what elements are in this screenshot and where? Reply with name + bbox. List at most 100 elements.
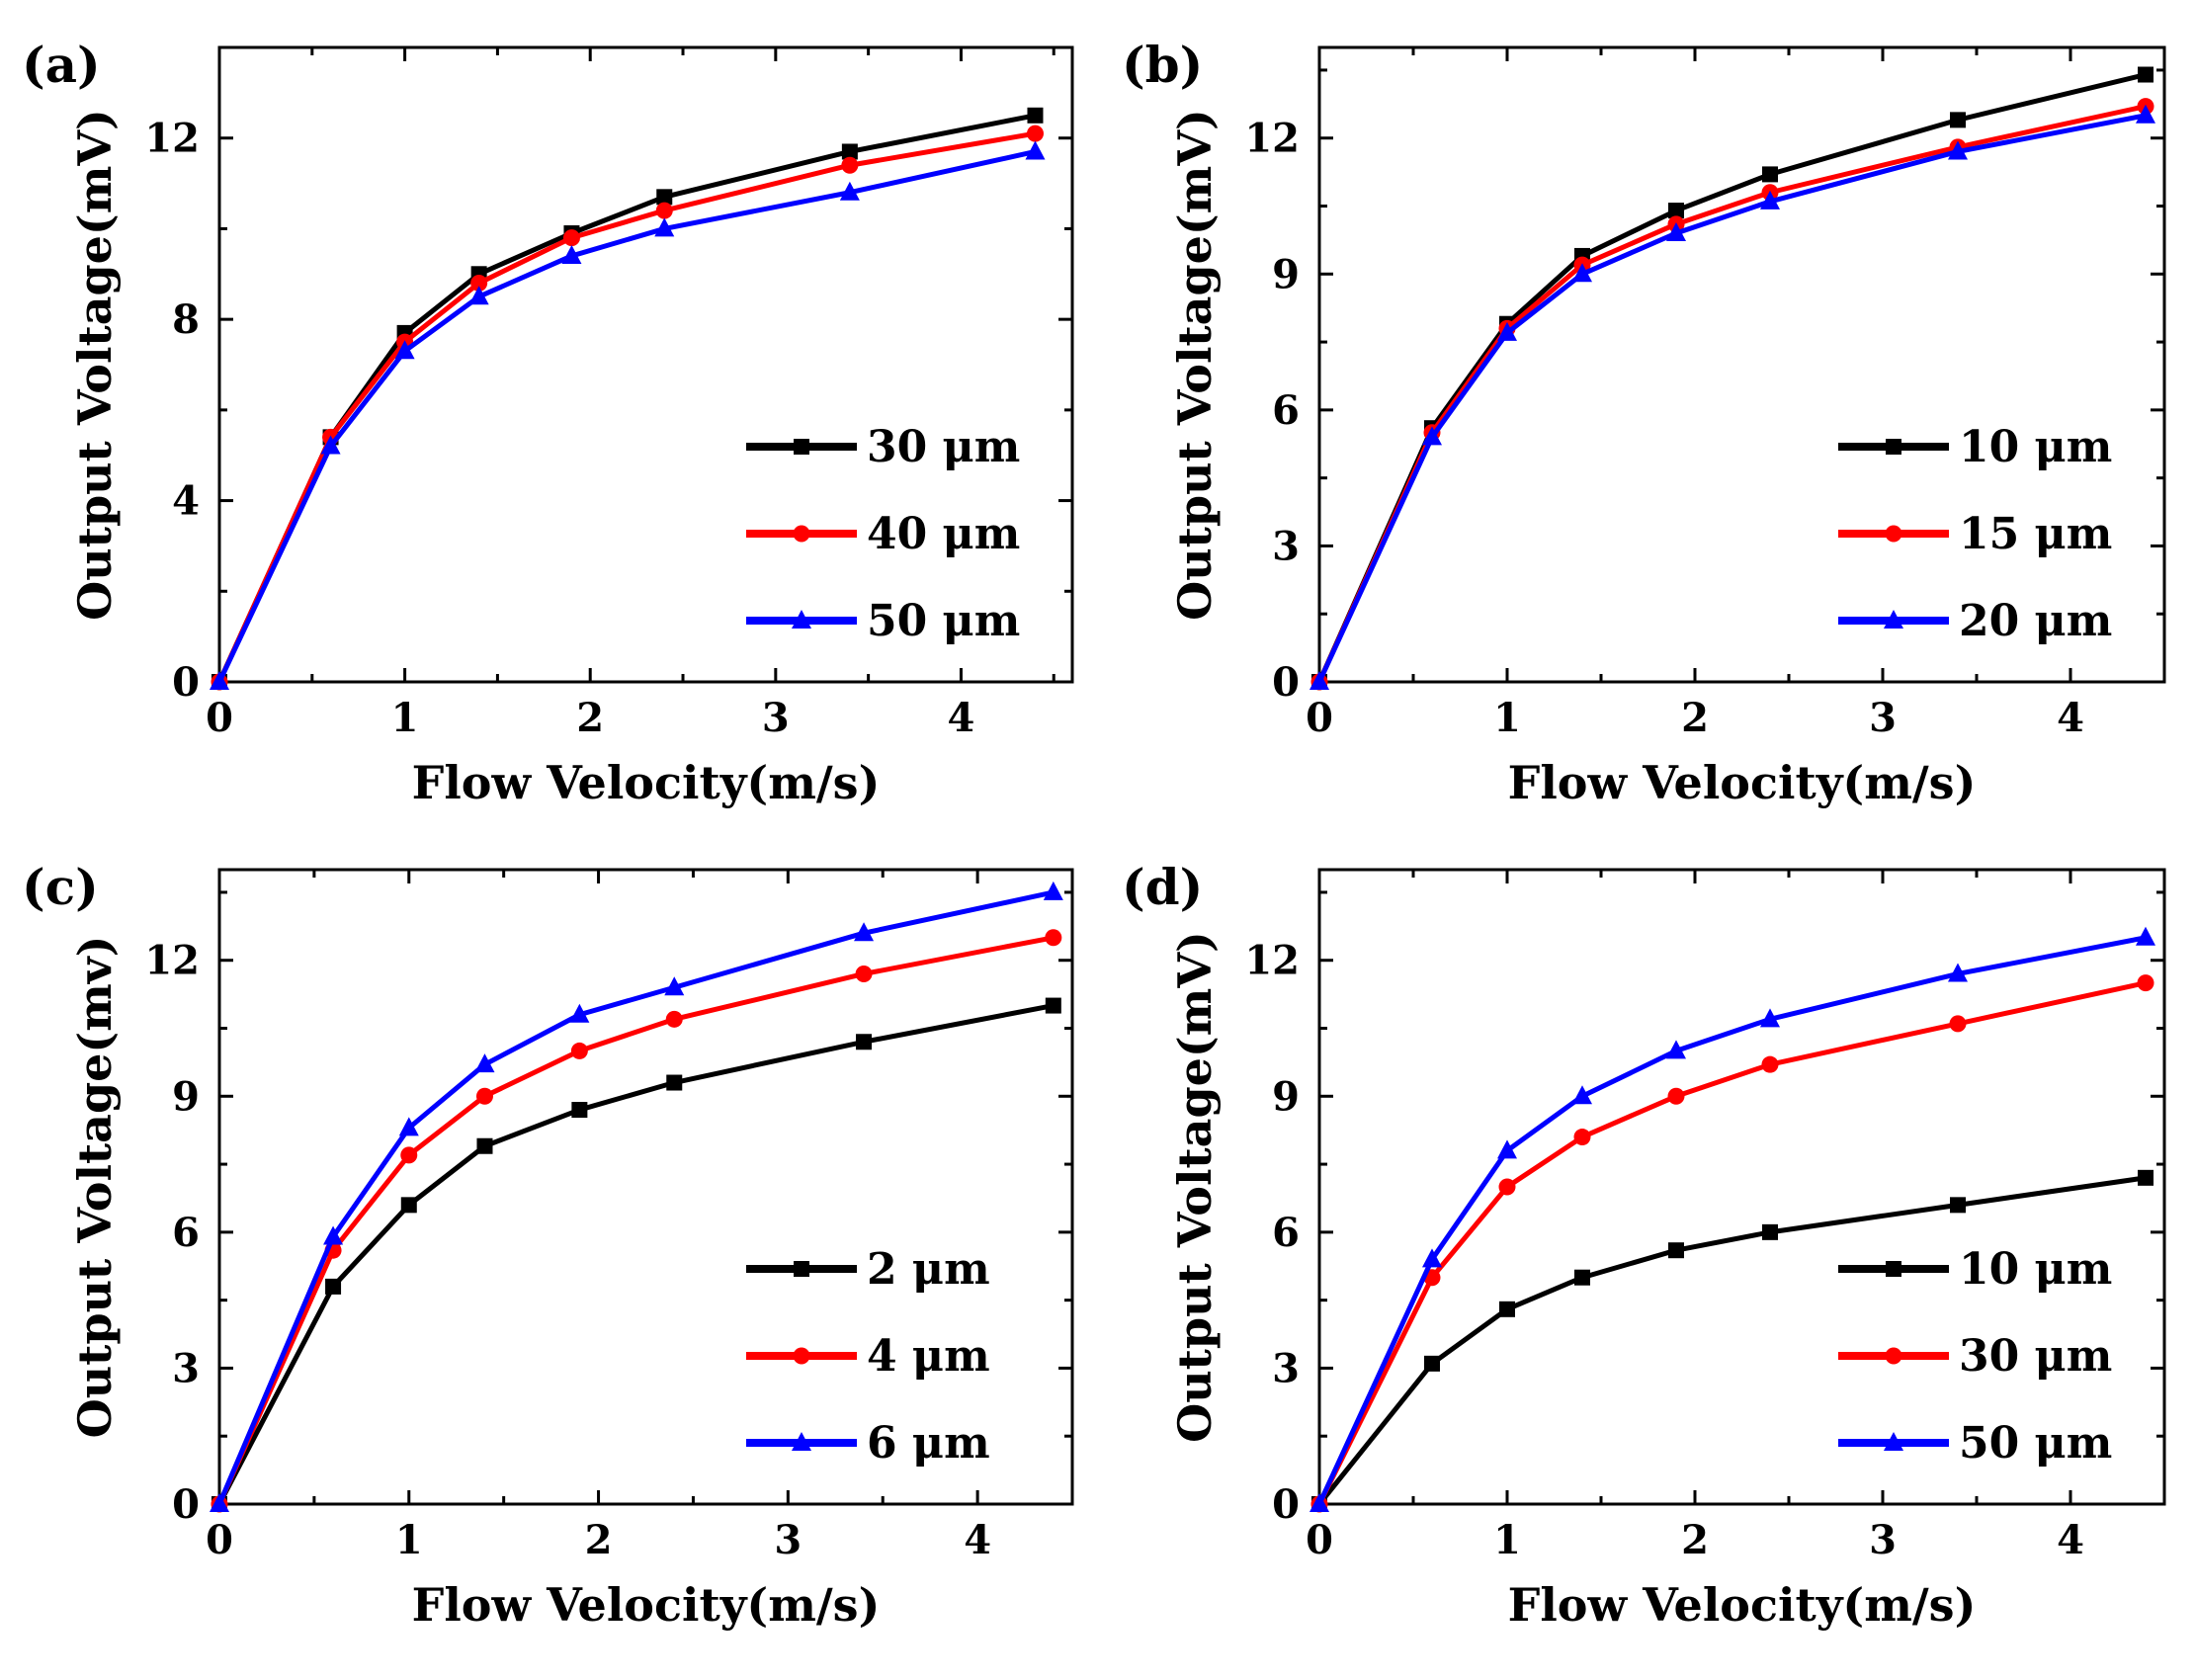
legend-marker [793, 525, 810, 543]
legend-label: 6 μm [867, 1418, 990, 1469]
x-axis-title: Flow Velocity(m/s) [1508, 1578, 1977, 1632]
data-point [1422, 1248, 1442, 1268]
x-axis-title: Flow Velocity(m/s) [1508, 756, 1977, 809]
data-point [1424, 1355, 1440, 1372]
data-point [856, 1034, 873, 1050]
data-point [2136, 926, 2155, 946]
legend-label: 2 μm [867, 1244, 990, 1295]
legend-marker [1884, 1432, 1903, 1451]
data-point [1422, 426, 1442, 446]
legend-label: 50 μm [867, 596, 1020, 646]
y-axis-title: Output Voltage(mV) [1168, 931, 1222, 1443]
legend-label: 4 μm [867, 1331, 990, 1382]
data-point [1045, 929, 1062, 947]
series-3 [1309, 926, 2155, 1512]
y-tick-label: 9 [172, 1073, 200, 1120]
series-line [1316, 72, 2147, 684]
legend-marker [1884, 610, 1903, 629]
data-point [1668, 203, 1684, 219]
x-tick-label: 3 [1869, 1517, 1897, 1563]
legend-label: 30 μm [867, 422, 1020, 472]
series-line [1316, 935, 2147, 1506]
data-point [323, 1225, 344, 1245]
data-point [1043, 881, 1063, 900]
y-tick-label: 3 [172, 1345, 200, 1391]
x-tick-label: 3 [774, 1517, 802, 1563]
y-tick-label: 4 [172, 478, 200, 525]
data-point [665, 1010, 683, 1028]
data-point [1950, 1197, 1966, 1214]
x-tick-label: 4 [948, 695, 975, 741]
data-point [398, 1117, 419, 1136]
y-tick-label: 12 [144, 116, 200, 162]
data-point [1668, 1242, 1684, 1259]
legend-marker [792, 1432, 811, 1451]
legend-marker [792, 610, 811, 629]
panel-label: (d) [1122, 858, 1203, 916]
data-point [1572, 263, 1592, 283]
y-tick-label: 9 [1272, 1073, 1300, 1120]
series-line [216, 889, 1055, 1505]
y-tick-label: 6 [172, 1210, 200, 1256]
x-tick-label: 1 [391, 695, 419, 741]
data-point [1950, 112, 1966, 128]
legend-marker [794, 439, 809, 455]
y-tick-label: 6 [1272, 1210, 1300, 1256]
data-point [1572, 1085, 1592, 1105]
data-point [1761, 1055, 1779, 1073]
legend-marker [1885, 525, 1902, 543]
data-point [1026, 125, 1044, 142]
y-tick-label: 0 [1272, 659, 1300, 706]
x-tick-label: 0 [206, 1517, 233, 1563]
series-line [1316, 980, 2147, 1506]
y-tick-label: 0 [172, 659, 200, 706]
data-point [841, 156, 859, 174]
legend: 10 μm 30 μm 50 μm [1838, 1244, 2112, 1469]
series-line [216, 1003, 1055, 1506]
data-point [400, 1146, 418, 1164]
data-point [1497, 1139, 1517, 1159]
data-point [1666, 1040, 1686, 1059]
series-line [216, 149, 1037, 684]
y-axis-title: Output Voltage(mV) [1168, 109, 1222, 621]
legend-label: 20 μm [1959, 596, 2112, 646]
y-tick-label: 3 [1272, 1345, 1300, 1391]
y-tick-label: 12 [1244, 938, 1300, 984]
y-tick-label: 6 [1272, 387, 1300, 434]
data-point [400, 1197, 417, 1214]
y-tick-label: 12 [144, 938, 200, 984]
x-tick-label: 4 [2057, 1517, 2084, 1563]
legend-label: 50 μm [1959, 1418, 2112, 1469]
x-tick-label: 2 [1681, 1517, 1709, 1563]
series-line [1316, 104, 2147, 684]
data-point [470, 274, 488, 292]
y-tick-label: 8 [172, 296, 200, 343]
x-tick-label: 3 [762, 695, 790, 741]
legend-label: 10 μm [1959, 422, 2112, 472]
x-tick-label: 0 [1306, 1517, 1333, 1563]
data-point [2137, 974, 2154, 992]
data-point [654, 217, 675, 237]
panel-label: (a) [22, 36, 101, 94]
plot-frame [1317, 868, 2166, 1506]
plot-frame [1317, 45, 2166, 684]
data-point [1025, 140, 1046, 160]
x-tick-label: 0 [206, 695, 233, 741]
data-point [2138, 66, 2154, 83]
data-point [476, 1137, 493, 1154]
data-point [210, 1493, 229, 1512]
x-axis-title: Flow Velocity(m/s) [412, 1578, 881, 1632]
x-tick-label: 2 [576, 695, 604, 741]
plot-frame [217, 45, 1074, 684]
x-tick-label: 2 [1681, 695, 1709, 741]
series-2 [211, 929, 1062, 1513]
x-tick-label: 2 [585, 1517, 613, 1563]
data-point [1762, 166, 1778, 183]
data-point [1760, 1008, 1780, 1028]
series-1 [1311, 1169, 2154, 1512]
data-point [1949, 1015, 1967, 1033]
panel-label: (b) [1122, 36, 1203, 94]
